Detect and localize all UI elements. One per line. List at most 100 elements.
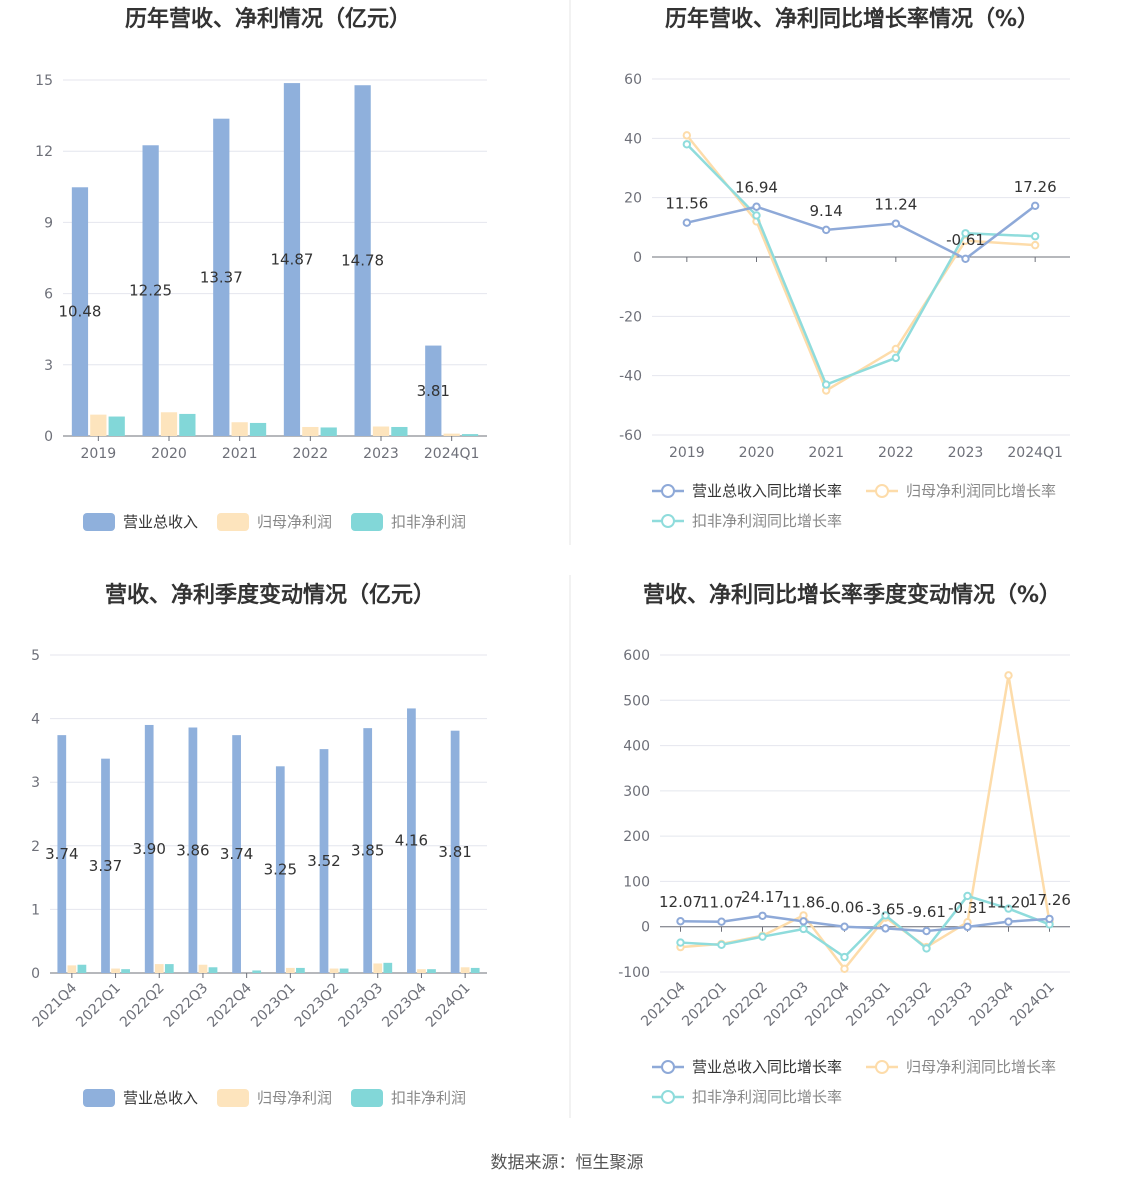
bar-revenue xyxy=(407,708,416,973)
bar-data-label: 3.81 xyxy=(438,843,471,861)
bar-data-label: 3.85 xyxy=(351,842,384,860)
legend-label: 扣非净利润 xyxy=(391,513,466,531)
legend-label: 扣非净利润同比增长率 xyxy=(692,1088,842,1106)
bar-data-label: 10.48 xyxy=(58,303,101,321)
series-line-deducted-profit-growth xyxy=(685,143,1036,386)
x-tick-label: 2024Q1 xyxy=(1007,445,1063,461)
bar-deducted-profit xyxy=(249,422,267,436)
y-tick-label: 300 xyxy=(623,784,650,800)
bar-deducted-profit xyxy=(427,969,436,973)
chart-title: 营收、净利季度变动情况（亿元） xyxy=(105,582,435,608)
bar-data-label: 4.16 xyxy=(395,832,428,850)
y-tick-label: 200 xyxy=(623,829,650,845)
legend-label: 扣非净利润 xyxy=(391,1089,466,1107)
quarterly-growth-rate-chart: 营收、净利同比增长率季度变动情况（%） -100 0 100 200 300 400 500… xyxy=(618,582,1071,1106)
bar-deducted-profit xyxy=(383,962,393,973)
y-tick-label: 0 xyxy=(44,429,53,445)
legend-swatch-marker xyxy=(875,1060,889,1074)
x-tick-label: 2024Q1 xyxy=(1007,979,1058,1030)
y-tick-label: 6 xyxy=(44,287,53,303)
data-point xyxy=(961,229,970,238)
y-tick-label: -20 xyxy=(619,309,642,325)
x-tick-label: 2023Q3 xyxy=(336,980,387,1031)
bar-net-profit xyxy=(372,426,390,436)
y-tick-label: 15 xyxy=(35,73,53,89)
x-tick-label: 2022 xyxy=(878,445,914,461)
line-data-label: 11.86 xyxy=(782,893,825,911)
data-point xyxy=(840,952,849,962)
chart-title: 营收、净利同比增长率季度变动情况（%） xyxy=(643,582,1061,608)
line-data-label: 24.17 xyxy=(741,888,784,906)
data-point xyxy=(840,964,849,974)
bar-deducted-profit xyxy=(339,968,349,973)
data-point xyxy=(717,940,726,950)
legend-label: 营业总收入 xyxy=(123,1089,198,1107)
annual-revenue-profit-chart: 历年营收、净利情况（亿元） 0 3 6 9 12 15 2019 2020 2021 2022 20… xyxy=(35,6,487,531)
bar-data-label: 3.37 xyxy=(89,857,122,875)
bar-deducted-profit xyxy=(391,426,408,436)
y-tick-label: 12 xyxy=(35,144,53,160)
data-point xyxy=(1045,914,1054,924)
legend-swatch-marker xyxy=(661,1060,675,1074)
bar-net-profit xyxy=(443,433,460,436)
data-point xyxy=(1030,232,1040,241)
bar-data-label: 3.52 xyxy=(307,852,340,870)
y-tick-label: 1 xyxy=(31,902,40,918)
y-tick-label: 600 xyxy=(623,648,650,664)
bar-net-profit xyxy=(111,968,120,973)
bar-revenue xyxy=(363,728,373,973)
data-point xyxy=(961,254,970,264)
y-tick-label: -100 xyxy=(618,965,650,981)
bar-data-label: 3.81 xyxy=(417,382,450,400)
bar-net-profit xyxy=(67,965,77,973)
x-tick-label: 2024Q1 xyxy=(423,980,474,1031)
bar-data-label: 12.25 xyxy=(129,282,172,300)
bar-net-profit xyxy=(373,963,383,973)
legend-swatch xyxy=(83,513,115,531)
bar-revenue xyxy=(232,735,241,973)
x-tick-label: 2023Q4 xyxy=(379,980,430,1031)
y-tick-label: 400 xyxy=(623,739,650,755)
bar-revenue xyxy=(283,83,301,437)
data-point xyxy=(821,225,831,235)
bar-data-label: 3.74 xyxy=(220,845,253,863)
line-data-label: -0.06 xyxy=(825,899,864,917)
x-tick-label: 2022Q4 xyxy=(802,979,853,1030)
bar-net-profit xyxy=(231,422,248,436)
legend-label: 扣非净利润同比增长率 xyxy=(692,512,842,530)
y-tick-label: 60 xyxy=(624,72,642,88)
legend-swatch-marker xyxy=(875,484,889,498)
data-point xyxy=(881,924,890,933)
data-point xyxy=(821,380,831,389)
x-tick-label: 2021Q4 xyxy=(30,980,81,1031)
bar-deducted-profit xyxy=(320,427,337,436)
line-data-label: -0.31 xyxy=(948,899,987,917)
data-point xyxy=(752,202,761,211)
bar-deducted-profit xyxy=(121,969,130,973)
bar-deducted-profit xyxy=(208,967,218,973)
x-tick-label: 2020 xyxy=(151,446,187,462)
bar-deducted-profit xyxy=(470,967,480,973)
series-line-revenue-growth xyxy=(686,204,1036,261)
line-data-label: 12.07 xyxy=(659,893,702,911)
bar-revenue xyxy=(275,766,285,973)
series-line-net-profit-growth xyxy=(685,134,1036,392)
data-point xyxy=(1004,917,1013,926)
legend-swatch xyxy=(217,513,249,531)
x-tick-label: 2021 xyxy=(222,446,258,462)
bar-net-profit xyxy=(154,964,164,973)
legend-swatch xyxy=(351,1089,383,1107)
bar-net-profit xyxy=(302,426,319,436)
legend-label: 归母净利润同比增长率 xyxy=(906,1058,1056,1076)
x-tick-label: 2022Q1 xyxy=(73,980,124,1031)
bar-deducted-profit xyxy=(296,967,305,973)
x-tick-label: 2022Q3 xyxy=(761,979,812,1030)
bar-revenue xyxy=(354,85,371,436)
bar-revenue xyxy=(101,758,110,973)
legend-swatch-marker xyxy=(661,1090,675,1104)
data-point xyxy=(758,911,767,920)
x-tick-label: 2021Q4 xyxy=(638,979,689,1030)
series-line-deducted-profit-growth xyxy=(680,894,1050,959)
line-data-label: 17.26 xyxy=(1014,178,1057,196)
bar-revenue xyxy=(213,118,230,436)
